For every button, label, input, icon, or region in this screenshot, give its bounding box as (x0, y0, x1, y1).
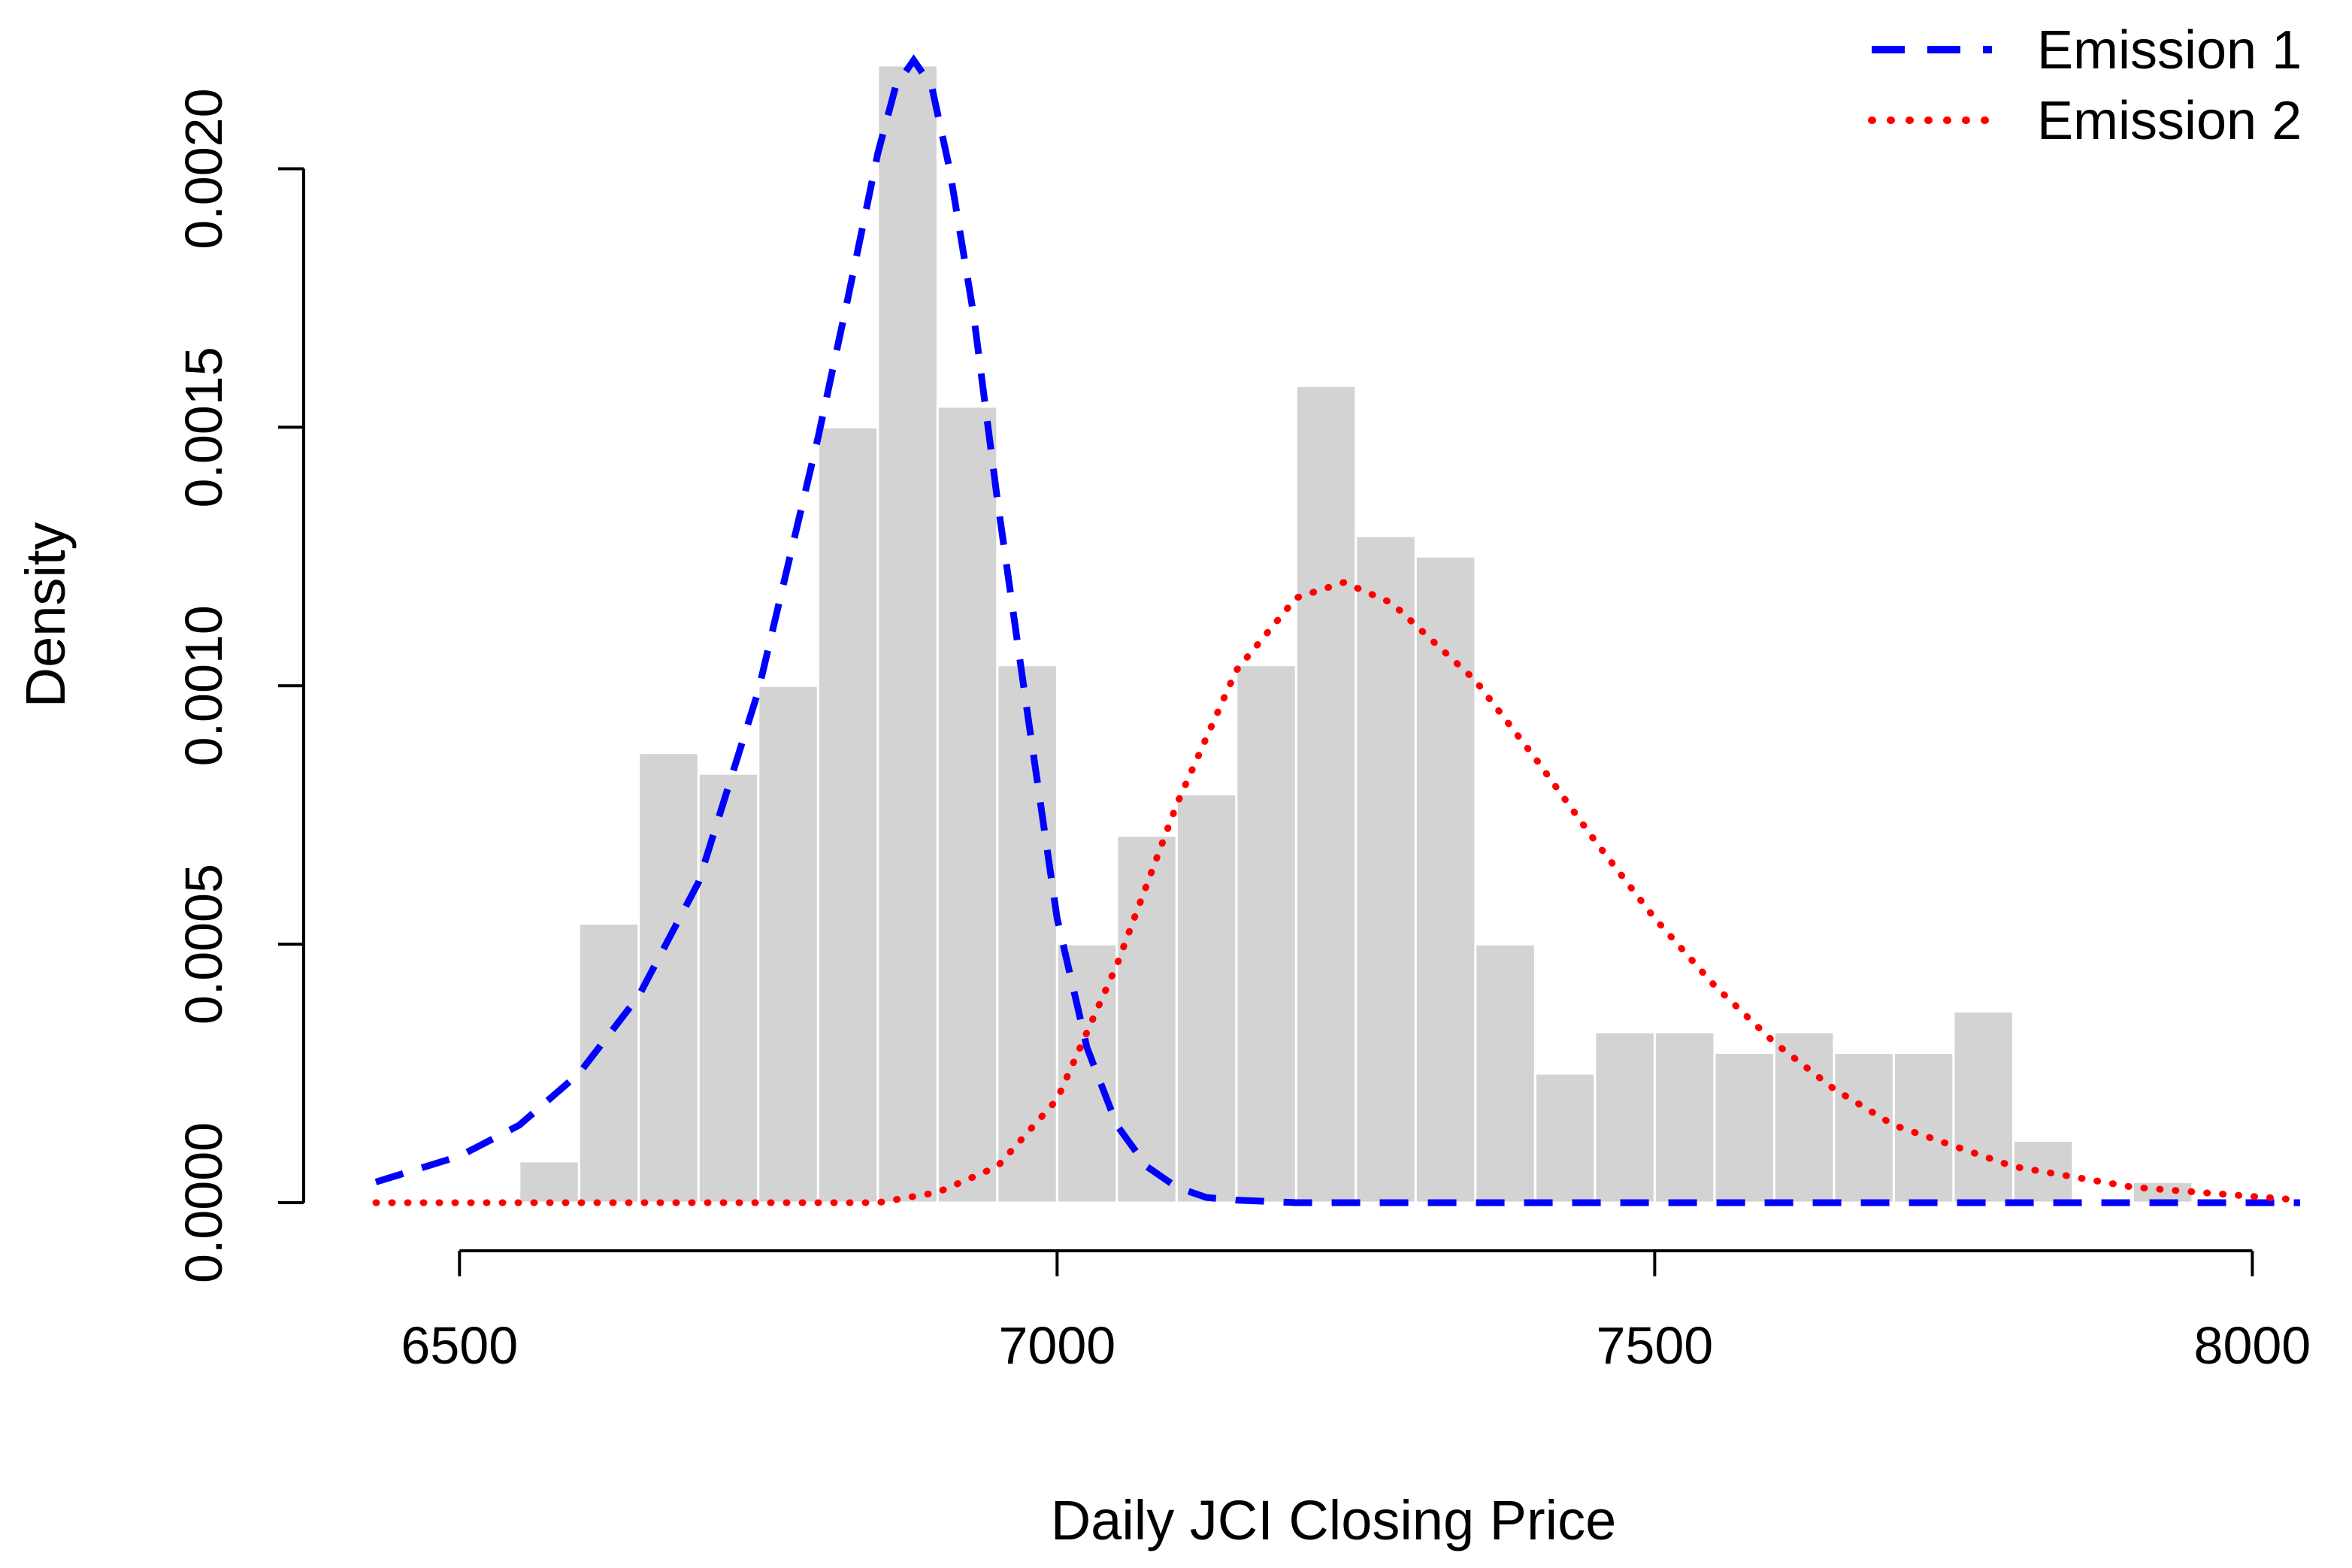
y-tick-label: 0.0010 (174, 605, 233, 766)
legend-label-emission-1: Emission 1 (2037, 20, 2302, 80)
histogram-bar-25 (2011, 1139, 2075, 1204)
x-tick-label: 6500 (401, 1316, 518, 1375)
histogram-bars (518, 64, 2194, 1204)
histogram-bar-17 (1533, 1072, 1597, 1204)
y-tick-label: 0.0020 (174, 88, 233, 249)
y-tick-label: 0.0005 (174, 864, 233, 1025)
histogram-bar-7 (936, 405, 999, 1204)
histogram-bar-8 (996, 664, 1058, 1204)
histogram-bar-20 (1713, 1052, 1775, 1204)
histogram-bar-16 (1474, 943, 1536, 1204)
y-axis-title: Density (14, 522, 77, 708)
histogram-bar-14 (1355, 534, 1417, 1204)
histogram-bar-19 (1653, 1031, 1716, 1204)
legend: Emission 1 Emission 2 (1868, 20, 2302, 151)
histogram-bar-12 (1235, 664, 1297, 1204)
histogram-bar-11 (1175, 793, 1238, 1204)
histogram-bar-18 (1594, 1031, 1656, 1204)
y-tick-label: 0.0000 (174, 1122, 233, 1283)
x-axis-title: Daily JCI Closing Price (1051, 1489, 1617, 1551)
histogram-bar-23 (1892, 1052, 1955, 1204)
axes: 6500 7000 7500 8000 0.0000 0.0005 0.0010 0.0015… (174, 88, 2311, 1375)
histogram-bar-21 (1772, 1031, 1836, 1204)
x-tick-label: 8000 (2194, 1316, 2311, 1375)
histogram-bar-6 (876, 64, 939, 1204)
legend-label-emission-2: Emission 2 (2037, 91, 2302, 151)
histogram-bar-4 (757, 684, 819, 1204)
histogram-bar-24 (1952, 1010, 2014, 1204)
x-tick-label: 7000 (998, 1316, 1115, 1375)
x-tick-label: 7500 (1596, 1316, 1713, 1375)
histogram-bar-3 (697, 772, 760, 1204)
histogram-bar-22 (1833, 1052, 1895, 1204)
density-curve-emission-1 (374, 54, 2300, 1206)
y-tick-label: 0.0015 (174, 347, 233, 507)
density-curves (372, 54, 2304, 1206)
histogram-bar-13 (1294, 384, 1358, 1204)
histogram-bar-0 (518, 1160, 580, 1204)
histogram-bar-5 (816, 425, 879, 1204)
